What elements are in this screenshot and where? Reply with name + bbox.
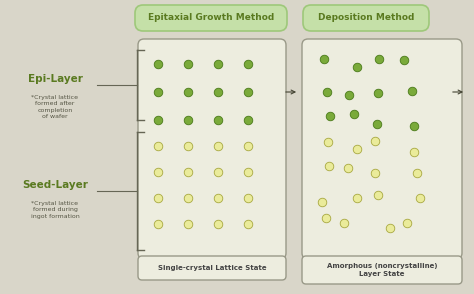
Point (345, 92, 353, 97)
Text: Single-crystal Lattice State: Single-crystal Lattice State (158, 265, 266, 271)
Point (371, 170, 379, 175)
FancyBboxPatch shape (138, 256, 286, 280)
Point (410, 123, 418, 128)
Point (374, 90, 382, 95)
Point (345, 166, 352, 171)
Text: *Crystal lattice
formed during
ingot formation: *Crystal lattice formed during ingot for… (31, 201, 79, 219)
Point (244, 90, 252, 94)
Point (375, 57, 383, 62)
Text: Deposition Method: Deposition Method (318, 14, 414, 23)
Text: Seed-Layer: Seed-Layer (22, 180, 88, 190)
Point (214, 196, 222, 200)
Point (184, 62, 192, 66)
Point (184, 170, 192, 174)
Point (244, 62, 252, 66)
Point (244, 170, 252, 174)
Point (154, 118, 162, 122)
Point (323, 90, 331, 95)
FancyBboxPatch shape (302, 39, 462, 259)
Point (386, 226, 393, 231)
FancyBboxPatch shape (302, 256, 462, 284)
Point (400, 58, 408, 62)
Point (214, 90, 222, 94)
Point (184, 118, 192, 122)
Point (371, 138, 379, 143)
Point (354, 196, 361, 201)
Point (154, 170, 162, 174)
Point (374, 193, 382, 197)
Point (214, 170, 222, 174)
Point (214, 118, 222, 122)
Text: Epitaxial Growth Method: Epitaxial Growth Method (148, 14, 274, 23)
Point (374, 122, 381, 126)
Point (184, 196, 192, 200)
Point (214, 62, 222, 66)
Point (244, 118, 252, 122)
Text: Amorphous (noncrystalline)
Layer State: Amorphous (noncrystalline) Layer State (327, 263, 437, 277)
Point (408, 89, 416, 94)
FancyBboxPatch shape (135, 5, 287, 31)
Point (214, 222, 222, 226)
Point (325, 164, 333, 169)
Point (416, 195, 424, 200)
Text: *Crystal lattice
formed after
completion
of wafer: *Crystal lattice formed after completion… (31, 95, 79, 119)
Point (184, 222, 192, 226)
Point (154, 62, 162, 66)
Point (154, 196, 162, 200)
Point (327, 114, 334, 119)
Point (413, 171, 421, 176)
Text: Epi-Layer: Epi-Layer (27, 74, 82, 84)
Point (244, 222, 252, 226)
Point (244, 196, 252, 200)
Point (244, 144, 252, 148)
Point (324, 140, 332, 144)
Point (353, 65, 360, 70)
Point (320, 57, 328, 61)
Point (214, 144, 222, 148)
FancyBboxPatch shape (138, 39, 286, 259)
FancyBboxPatch shape (303, 5, 429, 31)
Point (322, 216, 330, 221)
Point (154, 222, 162, 226)
Point (184, 144, 192, 148)
Point (350, 112, 358, 116)
Point (154, 144, 162, 148)
Point (154, 90, 162, 94)
Point (403, 221, 411, 226)
Point (319, 200, 326, 205)
Point (340, 220, 348, 225)
Point (354, 146, 361, 151)
Point (184, 90, 192, 94)
Point (410, 149, 418, 154)
